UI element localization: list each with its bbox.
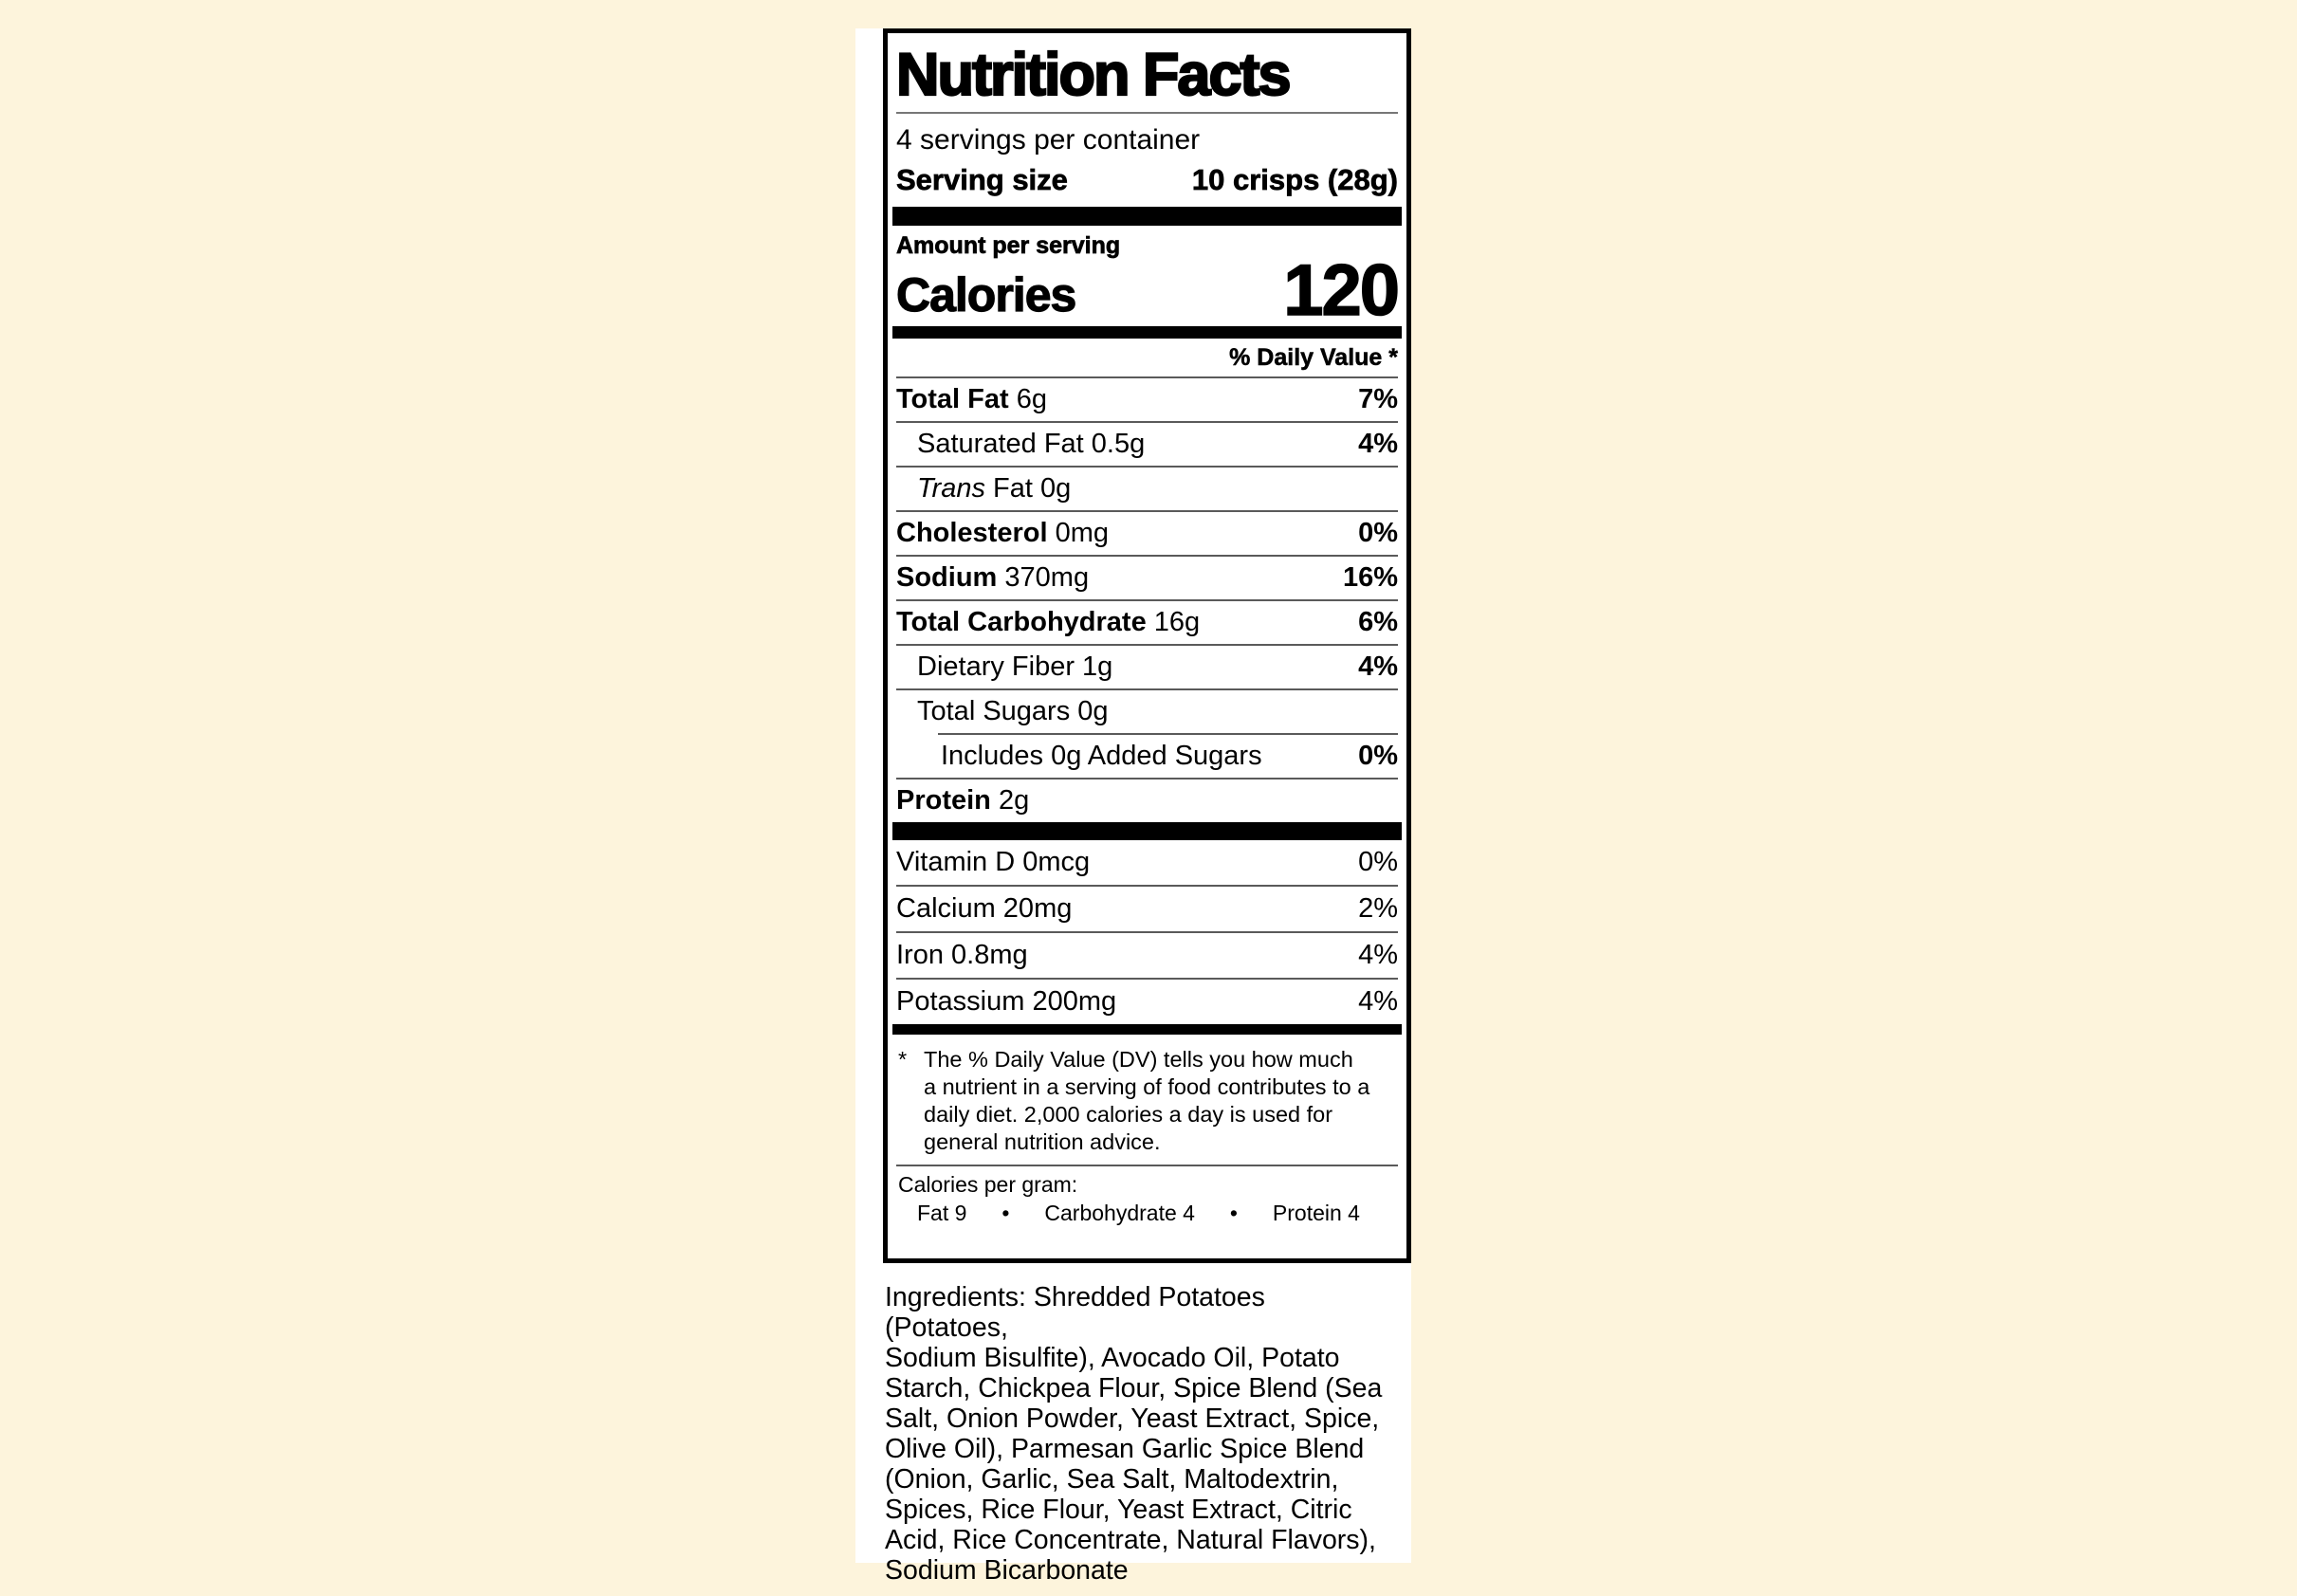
nutrient-row: Total Carbohydrate 16g 6% xyxy=(896,601,1398,644)
nutrient-daily-value: 0% xyxy=(1358,518,1398,548)
row-separator xyxy=(896,688,1398,690)
nutrient-daily-value: 2% xyxy=(1358,893,1398,924)
serving-size-value: 10 crisps (28g) xyxy=(1191,163,1399,197)
calories-value: 120 xyxy=(1282,250,1400,331)
calories-per-gram-item: Fat 9 xyxy=(917,1201,967,1225)
amount-per-serving-label: Amount per serving xyxy=(896,232,1121,260)
calories-label: Calories xyxy=(895,268,1077,321)
nutrient-row: Total Fat 6g 7% xyxy=(896,378,1398,421)
nutrient-name: Protein 2g xyxy=(896,785,1030,816)
row-separator xyxy=(896,978,1398,980)
nutrient-daily-value: 16% xyxy=(1342,562,1398,593)
nutrient-daily-value: 4% xyxy=(1358,651,1398,682)
bullet-separator: • xyxy=(1229,1201,1238,1225)
title-divider xyxy=(896,112,1398,114)
nutrition-facts-box: Nutrition Facts 4 servings per container… xyxy=(883,28,1411,1263)
serving-size-label: Serving size xyxy=(896,163,1069,197)
nutrient-daily-value: 0% xyxy=(1358,741,1398,771)
nutrient-name: Vitamin D 0mcg xyxy=(896,847,1091,877)
row-separator xyxy=(896,885,1398,887)
nutrient-row: Sodium 370mg 16% xyxy=(896,557,1398,599)
footnote-divider xyxy=(896,1165,1398,1166)
nutrient-daily-value: 7% xyxy=(1358,384,1398,414)
nutrient-name: Sodium 370mg xyxy=(896,562,1090,593)
row-separator xyxy=(896,644,1398,646)
servings-per-container: 4 servings per container xyxy=(896,124,1201,156)
nutrient-name: Calcium 20mg xyxy=(896,893,1073,924)
label-title: Nutrition Facts xyxy=(895,41,1293,109)
thick-bar xyxy=(892,822,1402,840)
nutrient-row: Cholesterol 0mg 0% xyxy=(896,512,1398,555)
nutrient-name: Dietary Fiber 1g xyxy=(917,651,1113,682)
medium-bar xyxy=(892,326,1402,339)
vitamin-row: Iron 0.8mg 4% xyxy=(896,933,1398,978)
footnote-asterisk: * xyxy=(898,1047,908,1072)
vitamin-row: Potassium 200mg 4% xyxy=(896,980,1398,1024)
nutrient-row: Total Sugars 0g xyxy=(896,690,1398,733)
nutrient-name: Cholesterol 0mg xyxy=(896,518,1110,548)
calories-per-gram-item: Carbohydrate 4 xyxy=(1044,1201,1195,1225)
ingredients-text: Ingredients: Shredded Potatoes (Potatoes… xyxy=(885,1282,1383,1586)
row-separator xyxy=(896,599,1398,601)
nutrient-daily-value: 4% xyxy=(1358,429,1398,459)
nutrient-rows: Total Fat 6g 7% Saturated Fat 0.5g 4% Trans … xyxy=(896,378,1398,822)
row-separator xyxy=(896,931,1398,933)
nutrient-row: Protein 2g xyxy=(896,780,1398,822)
daily-value-footnote: * The % Daily Value (DV) tells you how m… xyxy=(896,1035,1398,1165)
vitamin-row: Vitamin D 0mcg 0% xyxy=(896,840,1398,885)
nutrition-label-panel: Nutrition Facts 4 servings per container… xyxy=(855,28,1411,1586)
nutrient-name: Saturated Fat 0.5g xyxy=(917,429,1146,459)
footnote-text: The % Daily Value (DV) tells you how muc… xyxy=(924,1047,1370,1154)
nutrient-daily-value: 4% xyxy=(1358,986,1398,1017)
nutrient-daily-value: 4% xyxy=(1358,940,1398,970)
calories-per-gram-label: Calories per gram: xyxy=(898,1172,1078,1197)
header-divider xyxy=(896,376,1398,378)
nutrient-name: Potassium 200mg xyxy=(896,986,1117,1017)
nutrient-name: Trans Fat 0g xyxy=(917,473,1072,504)
daily-value-header: % Daily Value * xyxy=(1229,344,1398,372)
row-separator xyxy=(896,778,1398,780)
row-separator xyxy=(938,733,1398,735)
nutrient-name: Total Sugars 0g xyxy=(917,696,1109,726)
vitamin-rows: Vitamin D 0mcg 0% Calcium 20mg 2% Iron 0.8mg… xyxy=(896,840,1398,1024)
row-separator xyxy=(896,421,1398,423)
nutrient-name: Total Carbohydrate 16g xyxy=(896,607,1201,637)
calories-per-gram-item: Protein 4 xyxy=(1272,1201,1360,1225)
nutrient-name: Includes 0g Added Sugars xyxy=(941,741,1262,771)
nutrient-daily-value: 6% xyxy=(1358,607,1398,637)
thick-bar xyxy=(892,207,1402,226)
row-separator xyxy=(896,466,1398,468)
calories-row: Calories 120 xyxy=(895,250,1400,331)
medium-bar xyxy=(892,1024,1402,1035)
nutrient-name: Total Fat 6g xyxy=(896,384,1048,414)
nutrient-daily-value: 0% xyxy=(1358,847,1398,877)
row-separator xyxy=(896,555,1398,557)
nutrient-row: Saturated Fat 0.5g 4% xyxy=(896,423,1398,466)
row-separator xyxy=(896,510,1398,512)
vitamin-row: Calcium 20mg 2% xyxy=(896,887,1398,931)
calories-per-gram-items: Fat 9 • Carbohydrate 4 • Protein 4 xyxy=(896,1202,1398,1225)
serving-size-row: Serving size 10 crisps (28g) xyxy=(896,160,1399,207)
nutrient-row: Trans Fat 0g xyxy=(896,468,1398,510)
nutrient-row: Dietary Fiber 1g 4% xyxy=(896,646,1398,688)
nutrient-name: Iron 0.8mg xyxy=(896,940,1028,970)
bullet-separator: • xyxy=(1001,1201,1010,1225)
nutrient-row: Includes 0g Added Sugars 0% xyxy=(896,735,1398,778)
